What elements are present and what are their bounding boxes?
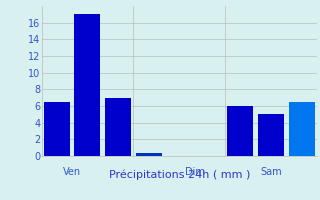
Bar [75, 14, 100, 156]
Bar [258, 114, 284, 156]
Text: Dim: Dim [185, 167, 204, 177]
Text: Ven: Ven [63, 167, 81, 177]
Text: Sam: Sam [260, 167, 282, 177]
Bar [44, 102, 70, 156]
Bar [289, 102, 315, 156]
Bar [105, 98, 131, 156]
Bar [136, 153, 162, 156]
Bar [227, 106, 253, 156]
X-axis label: Précipitations 24h ( mm ): Précipitations 24h ( mm ) [108, 170, 250, 180]
